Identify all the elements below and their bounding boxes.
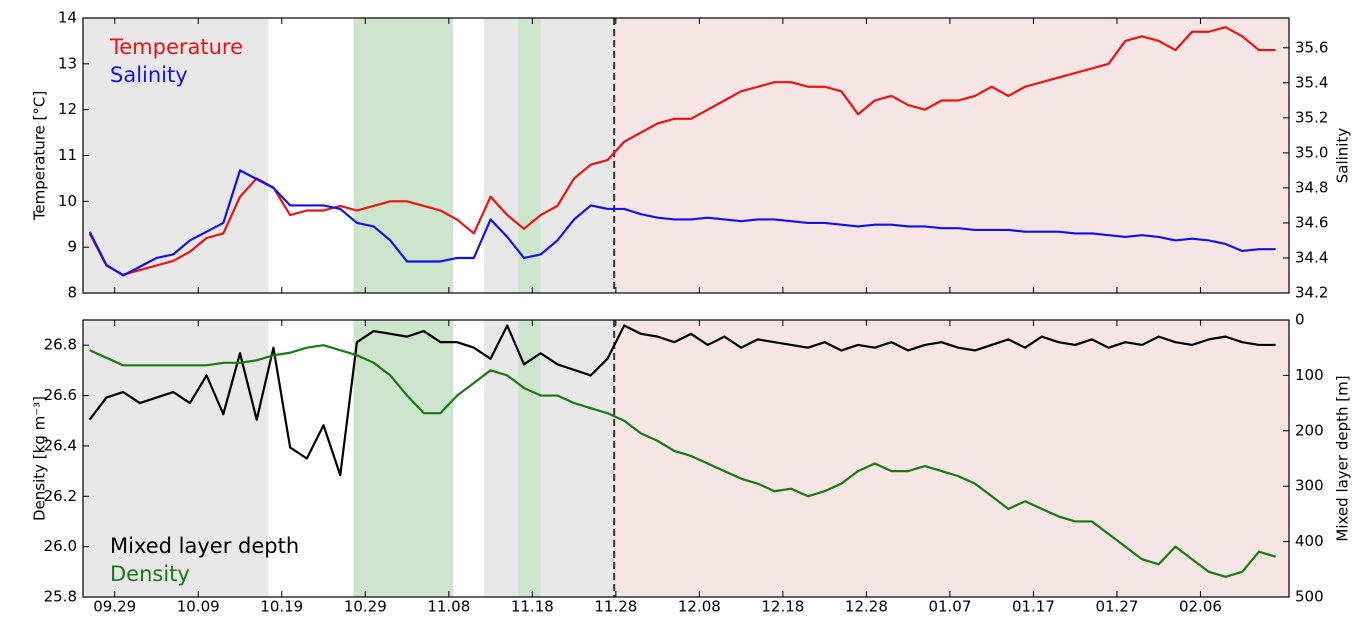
data-line [89, 344, 1276, 578]
y-tick-label: 10 [58, 192, 77, 210]
y-tick-label: 26.6 [44, 386, 77, 404]
x-tick-label: 11.08 [427, 598, 470, 615]
y-tick-label: 26.4 [44, 436, 77, 454]
x-tick-label: 10.09 [177, 598, 220, 615]
y2-tick-label: 500 [1295, 588, 1324, 606]
x-tick-label: 02.06 [1179, 598, 1222, 615]
y2-tick-label: 35.2 [1295, 108, 1328, 126]
y-tick-label: 12 [58, 100, 77, 118]
x-tick-label: 12.28 [845, 598, 888, 615]
x-tick-label: 12.08 [678, 598, 721, 615]
y2-tick-label: 34.4 [1295, 248, 1328, 266]
y-tick-label: 14 [58, 9, 77, 27]
x-tick-label: 12.18 [761, 598, 804, 615]
shaded-span [518, 18, 541, 293]
shaded-span [614, 18, 1289, 293]
y-tick-label: 9 [67, 238, 77, 256]
y-tick-label: 26.0 [44, 537, 77, 555]
legend-label: Density [110, 562, 190, 586]
y-tick-label: 8 [67, 284, 77, 302]
shaded-span [353, 18, 453, 293]
shaded-span [614, 320, 1289, 597]
y2-tick-label: 34.8 [1295, 178, 1328, 196]
y-axis-label: Density [kg m⁻³] [31, 396, 49, 521]
legend-label: Salinity [110, 63, 188, 87]
legend-label: Mixed layer depth [110, 534, 299, 558]
shaded-span [83, 18, 269, 293]
y-tick-label: 11 [58, 146, 77, 164]
y2-tick-label: 35.6 [1295, 38, 1328, 56]
x-tick-label: 01.17 [1012, 598, 1055, 615]
y2-tick-label: 400 [1295, 532, 1324, 550]
x-tick-label: 10.19 [260, 598, 303, 615]
y2-tick-label: 34.6 [1295, 213, 1328, 231]
x-tick-label: 01.07 [928, 598, 971, 615]
legend-label: Temperature [109, 35, 243, 59]
shaded-span [483, 18, 519, 293]
data-line [88, 324, 1276, 477]
y-axis-label: Temperature [°C] [31, 91, 49, 221]
shaded-span [518, 320, 541, 597]
y-tick-label: 26.8 [44, 336, 77, 354]
y2-tick-label: 300 [1295, 477, 1324, 495]
y2-tick-label: 35.0 [1295, 143, 1328, 161]
data-line [88, 26, 1276, 276]
y2-tick-label: 34.2 [1295, 284, 1328, 302]
y2-axis-label: Mixed layer depth [m] [1334, 375, 1352, 541]
shaded-span [353, 320, 453, 597]
shaded-span [540, 320, 615, 597]
y2-axis-label: Salinity [1334, 128, 1352, 184]
plot-frame [82, 319, 1290, 598]
x-tick-label: 11.28 [594, 598, 637, 615]
x-tick-label: 09.29 [93, 598, 136, 615]
x-tick-label: 10.29 [344, 598, 387, 615]
shaded-span [540, 18, 615, 293]
y2-tick-label: 200 [1295, 421, 1324, 439]
y2-tick-label: 0 [1295, 311, 1305, 329]
y2-tick-label: 35.4 [1295, 73, 1328, 91]
y-tick-label: 26.2 [44, 487, 77, 505]
y2-tick-label: 100 [1295, 366, 1324, 384]
data-line [88, 169, 1276, 277]
y-tick-label: 13 [58, 54, 77, 72]
shaded-span [483, 320, 519, 597]
y-tick-label: 25.8 [44, 588, 77, 606]
x-tick-label: 11.18 [511, 598, 554, 615]
x-tick-label: 01.27 [1095, 598, 1138, 615]
